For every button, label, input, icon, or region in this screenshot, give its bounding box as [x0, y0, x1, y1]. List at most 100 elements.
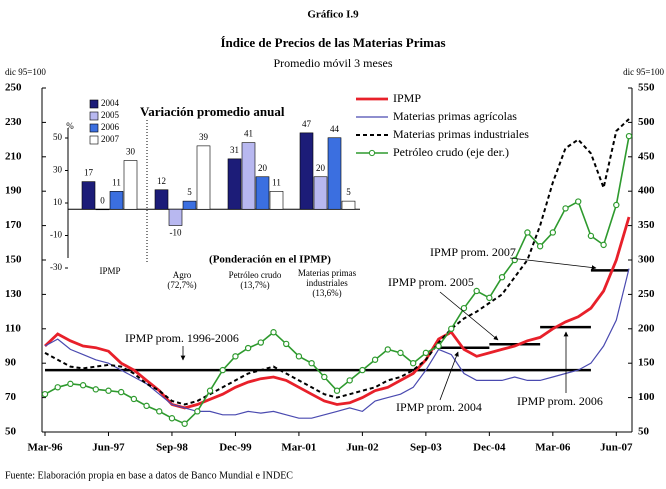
inset-bar-label: 39 [199, 132, 209, 142]
y2-tick-label: 400 [638, 185, 655, 197]
series-marker [346, 377, 353, 384]
inset-legend-label: 2006 [101, 122, 120, 132]
series-marker [460, 304, 468, 312]
y2-tick-label: 500 [638, 116, 655, 128]
series-marker [562, 205, 569, 212]
series-marker [232, 353, 239, 360]
inset-bar-label: 17 [84, 168, 94, 178]
series-marker [549, 229, 557, 236]
inset-y-tick-label: -30 [50, 262, 62, 272]
series-marker [270, 329, 277, 336]
legend-label: Materias primas agrícolas [393, 109, 517, 123]
inset-bar [269, 191, 284, 210]
series-marker [67, 380, 74, 388]
annotation: IPMP prom. 2005 [388, 275, 474, 289]
inset-bar-label: 44 [330, 124, 340, 134]
inset-bar-label: 11 [112, 177, 121, 187]
inset-bar-label: 5 [346, 187, 351, 197]
legend-marker [368, 149, 376, 157]
x-tick-label: Mar-01 [281, 442, 316, 454]
inset-category-label: Agro [173, 270, 192, 280]
y2-tick-label: 550 [638, 82, 655, 94]
y2-tick-label: 450 [638, 150, 655, 162]
inset-bar-label: 31 [230, 145, 239, 155]
series-line [44, 216, 631, 410]
x-tick-label: Dec-04 [473, 442, 506, 454]
y2-axis-label: dic 95=100 [623, 67, 664, 77]
y-tick-label: 230 [5, 116, 22, 128]
series-marker [41, 390, 49, 398]
inset-y-tick-label: 50 [53, 132, 63, 142]
inset-legend-swatch [89, 99, 99, 109]
chart-title: Índice de Precios de las Materias Primas [220, 35, 445, 50]
legend-label: IPMP [393, 91, 421, 105]
chart-subtitle: Promedio móvil 3 meses [274, 56, 393, 70]
series-marker [575, 198, 582, 205]
y2-tick-label: 100 [638, 391, 655, 403]
inset-bar-label: 11 [272, 177, 281, 187]
annotation: IPMP prom. 1996-2006 [125, 331, 239, 345]
inset-bar [313, 176, 328, 210]
inset-bar [255, 176, 270, 210]
annotation: IPMP prom. 2004 [396, 400, 482, 414]
y-tick-label: 190 [5, 185, 22, 197]
chart-number: Gráfico I.9 [307, 9, 359, 21]
inset-category-label: (72,7%) [167, 280, 196, 290]
series-marker [308, 360, 315, 367]
source: Fuente: Elaboración propia en base a dat… [5, 470, 293, 481]
series-marker [219, 366, 226, 374]
x-tick-label: Mar-06 [535, 442, 571, 454]
inset-note: (Ponderación en el IPMP) [209, 254, 331, 266]
inset-legend-swatch [89, 111, 99, 121]
y-tick-label: 90 [5, 357, 17, 369]
y-tick-label: 150 [5, 254, 22, 266]
y-axis-label: dic 95=100 [5, 67, 46, 77]
series-marker [54, 384, 61, 391]
annotation-arrow [509, 257, 597, 270]
inset-bar-label: 20 [316, 163, 326, 173]
inset-category-label: Materias primas [298, 268, 357, 278]
inset-bar-label: 0 [100, 195, 105, 205]
inset-bar-label: 5 [187, 187, 192, 197]
series-marker [524, 229, 531, 236]
inset-title: Variación promedio anual [140, 104, 285, 119]
inset-legend-swatch [89, 135, 99, 145]
series-marker [587, 232, 595, 240]
inset-bar [241, 142, 256, 210]
inset-legend-swatch [89, 123, 99, 133]
inset-bar [95, 208, 110, 211]
legend-label: Materias primas industriales [393, 127, 529, 141]
series-marker [117, 388, 125, 396]
series-line [44, 118, 630, 406]
inset-category-label: industriales [306, 278, 348, 288]
inset-y-tick-label: -10 [50, 230, 62, 240]
series-marker [359, 366, 366, 374]
series-marker [498, 274, 506, 281]
inset-bar-label: 20 [258, 163, 268, 173]
series-marker [600, 241, 607, 249]
inset-bar [182, 200, 197, 210]
inset-bar [196, 145, 211, 210]
y2-tick-label: 150 [638, 357, 655, 369]
series-marker [130, 395, 138, 403]
series-marker [397, 349, 404, 357]
inset-bar-label: 41 [244, 129, 253, 139]
inset-bar [109, 191, 124, 210]
inset-bar-label: 12 [157, 176, 166, 186]
series-marker [536, 243, 544, 250]
inset-bar [299, 132, 314, 210]
series-marker [206, 387, 214, 394]
series-marker [168, 415, 176, 422]
inset-bar [341, 200, 356, 210]
series-marker [473, 287, 480, 295]
inset-bar [81, 181, 96, 210]
x-tick-label: Sep-98 [156, 442, 188, 454]
y-tick-label: 250 [5, 82, 22, 94]
inset-bar [154, 189, 169, 210]
inset-y-tick-label: 30 [53, 165, 63, 175]
inset-category-label: (13,6%) [312, 288, 341, 298]
series-marker [371, 356, 379, 363]
x-tick-label: Mar-96 [27, 442, 63, 454]
x-tick-label: Jun-07 [600, 442, 633, 454]
y-tick-label: 50 [5, 426, 17, 438]
